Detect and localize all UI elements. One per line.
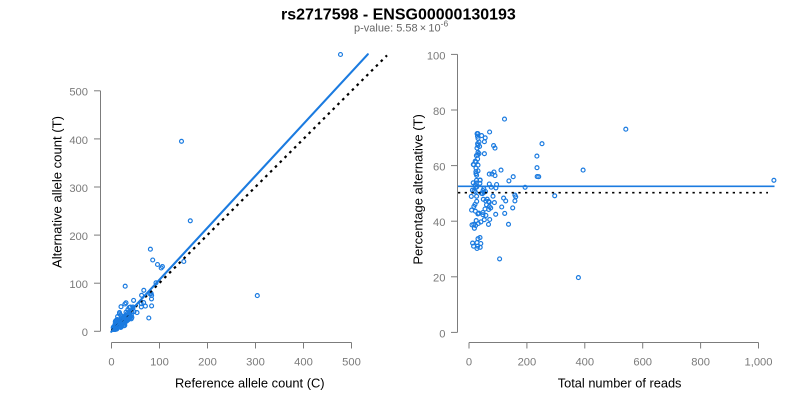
svg-text:200: 200 xyxy=(198,356,217,368)
svg-text:0: 0 xyxy=(82,327,88,339)
svg-text:Total number of reads: Total number of reads xyxy=(558,376,682,391)
svg-text:0: 0 xyxy=(108,356,114,368)
svg-text:Alternative allele count (T): Alternative allele count (T) xyxy=(50,116,65,268)
svg-text:400: 400 xyxy=(69,135,88,147)
svg-text:80: 80 xyxy=(433,106,445,118)
svg-text:40: 40 xyxy=(433,217,445,229)
svg-text:800: 800 xyxy=(691,356,710,368)
svg-text:200: 200 xyxy=(69,231,88,243)
svg-text:60: 60 xyxy=(433,162,445,174)
svg-text:p-value: 5.58 × 10-6: p-value: 5.58 × 10-6 xyxy=(354,19,449,35)
svg-text:300: 300 xyxy=(69,183,88,195)
svg-text:1,000: 1,000 xyxy=(745,356,773,368)
svg-text:0: 0 xyxy=(466,356,472,368)
svg-text:0: 0 xyxy=(439,328,445,340)
svg-text:100: 100 xyxy=(69,279,88,291)
svg-text:100: 100 xyxy=(150,356,169,368)
svg-text:300: 300 xyxy=(246,356,265,368)
svg-text:500: 500 xyxy=(342,356,361,368)
svg-text:200: 200 xyxy=(518,356,537,368)
svg-text:400: 400 xyxy=(575,356,594,368)
svg-text:Reference allele count (C): Reference allele count (C) xyxy=(175,376,325,391)
svg-text:100: 100 xyxy=(427,50,446,62)
svg-text:400: 400 xyxy=(294,356,313,368)
svg-text:600: 600 xyxy=(633,356,652,368)
svg-text:20: 20 xyxy=(433,273,445,285)
svg-text:Percentage alternative (T): Percentage alternative (T) xyxy=(411,114,426,265)
svg-text:500: 500 xyxy=(69,87,88,99)
svg-text:rs2717598 - ENSG00000130193: rs2717598 - ENSG00000130193 xyxy=(281,6,516,23)
